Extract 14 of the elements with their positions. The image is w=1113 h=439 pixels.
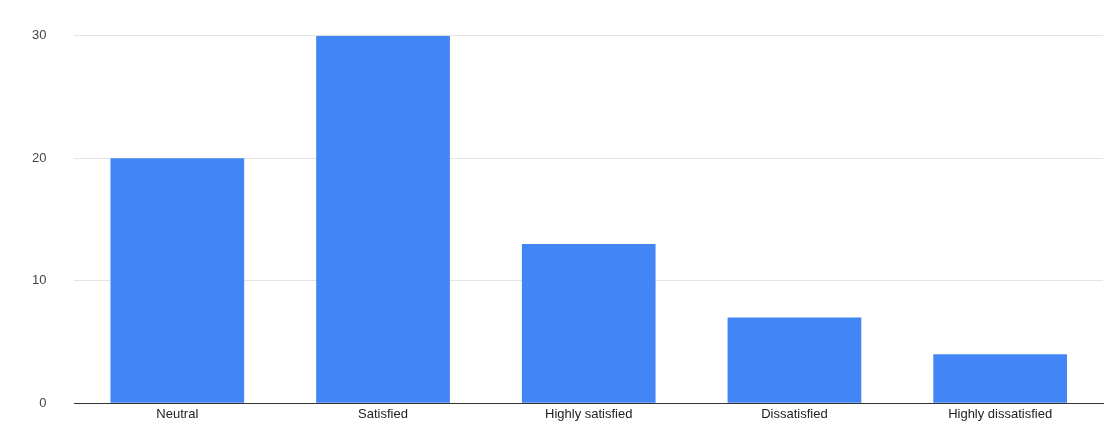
y-tick-label: 30 (31, 27, 47, 43)
bar (521, 243, 656, 403)
bar (110, 158, 245, 403)
x-tick-label: Dissatisfied (761, 405, 828, 421)
x-tick-label: Highly satisfied (545, 405, 633, 421)
bar (727, 317, 862, 403)
y-tick-label: 0 (39, 394, 47, 410)
x-tick-label: Highly dissatisfied (948, 405, 1053, 421)
x-tick-label: Satisfied (358, 405, 408, 421)
y-tick-label: 20 (31, 149, 47, 165)
bar (933, 354, 1067, 403)
y-tick-label: 10 (31, 272, 47, 288)
x-tick-label: Neutral (156, 405, 199, 421)
bar (316, 35, 450, 403)
